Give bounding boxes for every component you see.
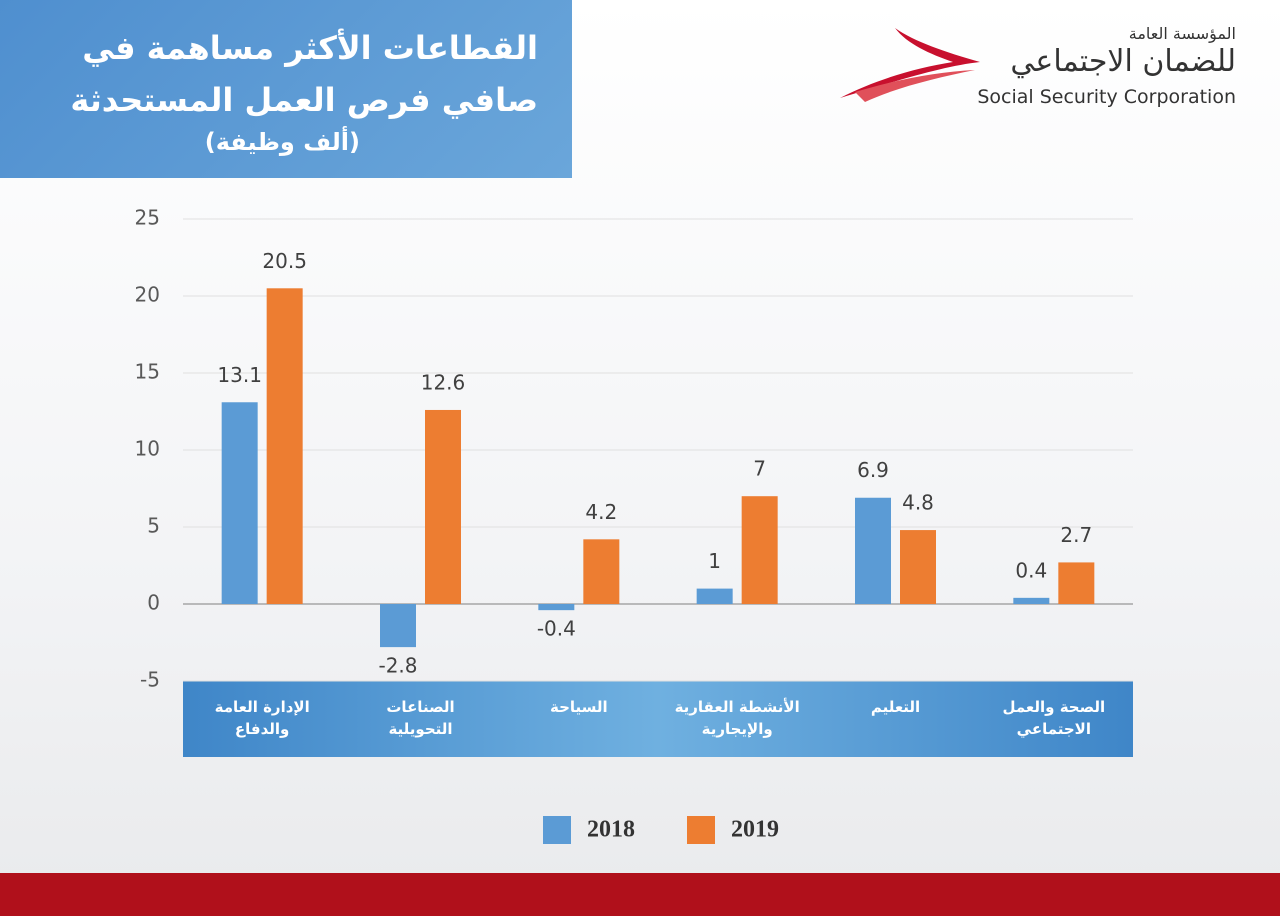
y-tick-label: -5: [140, 668, 160, 692]
data-label: 4.8: [902, 491, 934, 515]
data-label: 6.9: [857, 458, 889, 482]
x-tick-label: الأنشطة العقارية والإيجارية: [674, 698, 800, 738]
legend-label: 2019: [731, 817, 779, 843]
bar: [741, 496, 778, 604]
x-tick-label: الإدارة العامة والدفاع: [214, 698, 310, 738]
logo-mark: [840, 28, 980, 102]
category-band: [183, 681, 1133, 757]
org-name-ar: للضمان الاجتماعي: [1010, 44, 1236, 79]
data-label: 12.6: [421, 370, 466, 394]
legend-swatch: [543, 816, 571, 844]
bar: [583, 539, 620, 604]
x-tick-label: السياحة: [549, 698, 608, 716]
data-label: 13.1: [217, 363, 262, 387]
bar: [696, 588, 733, 604]
bar: [855, 497, 891, 604]
data-label: 2.7: [1060, 523, 1092, 547]
data-label: 0.4: [1015, 558, 1047, 582]
y-tick-label: 15: [135, 360, 160, 384]
bar: [1013, 597, 1050, 604]
y-tick-label: 10: [135, 437, 160, 461]
legend-swatch: [687, 816, 715, 844]
org-name-ar: المؤسسة العامة: [1128, 24, 1236, 43]
data-label: 20.5: [262, 249, 307, 273]
bar: [425, 409, 461, 604]
bar: [900, 530, 936, 604]
bar: [266, 288, 303, 604]
chart-title: القطاعات الأكثر مساهمة في صافي فرص العمل…: [70, 29, 538, 119]
bar: [1058, 562, 1095, 604]
data-label: 4.2: [585, 500, 617, 524]
y-tick-label: 20: [135, 283, 160, 307]
chart-subtitle: (ألف وظيفة): [204, 128, 360, 156]
y-tick-label: 25: [135, 206, 160, 230]
x-tick-label: الصحة والعمل الاجتماعي: [1002, 698, 1106, 738]
x-tick-label: التعليم: [870, 698, 921, 716]
title-box: [0, 0, 572, 178]
data-label: 7: [753, 457, 766, 481]
y-tick-label: 0: [147, 591, 160, 615]
legend-label: 2018: [587, 817, 635, 843]
bar: [221, 402, 258, 604]
data-label: 1: [708, 549, 721, 573]
x-tick-label: الصناعات التحويلية: [386, 698, 455, 738]
bar: [538, 604, 575, 611]
bar: [380, 604, 416, 648]
org-name-en: Social Security Corporation: [977, 86, 1236, 108]
y-tick-label: 5: [147, 514, 160, 538]
data-label: -0.4: [537, 617, 576, 641]
footer-bar: [0, 873, 1280, 916]
data-label: -2.8: [378, 654, 417, 678]
